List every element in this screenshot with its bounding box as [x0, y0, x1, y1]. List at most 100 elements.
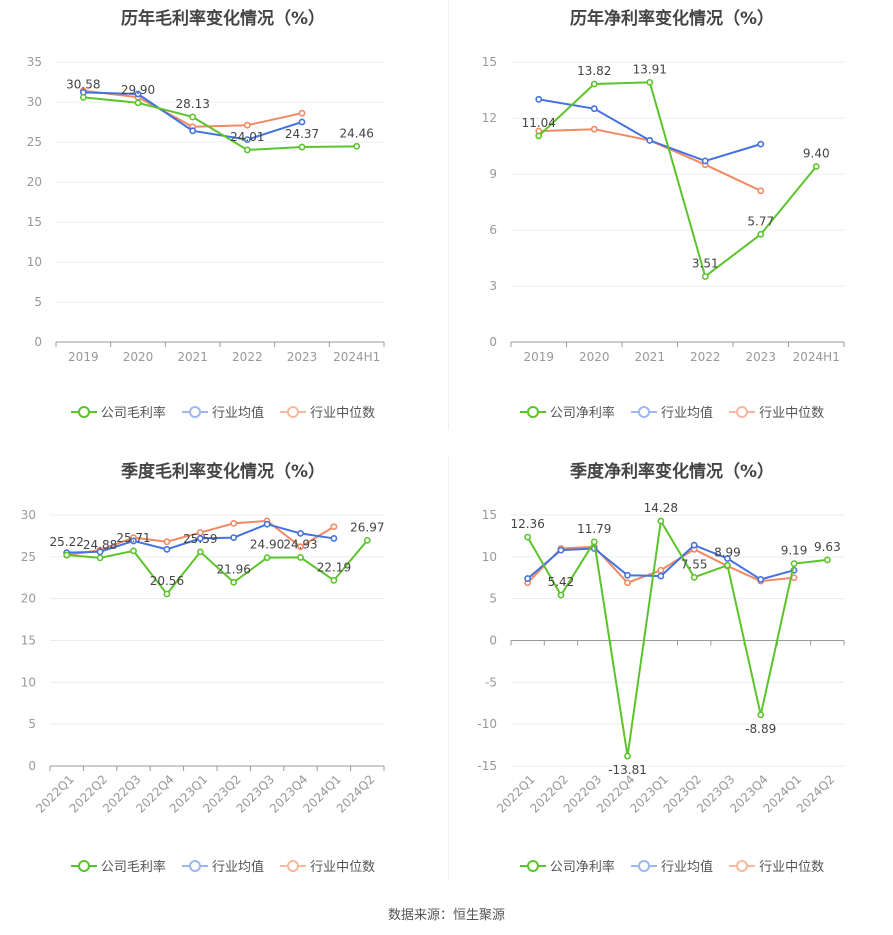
legend-industry-avg-icon [181, 859, 208, 872]
data-label: 24.93 [283, 537, 317, 551]
vertical-divider-top [448, 0, 449, 430]
data-point-industry_median [590, 125, 598, 133]
series-line-company [66, 539, 369, 596]
x-tick-label: 2022 [232, 350, 263, 364]
data-point-company [624, 752, 631, 760]
x-tick-label: 2020 [579, 350, 610, 364]
legend-label: 行业均值 [211, 406, 264, 421]
y-tick-label: 30 [27, 95, 42, 109]
legend-industry-median[interactable]: 行业中位数 [280, 856, 375, 875]
y-tick-label: 20 [21, 592, 36, 606]
annual-net-margin-chart: 0 3 6 9 12 15 2019 2020 2021 2022 2023 2024H1 11.04 1… [482, 55, 845, 364]
data-label: 29.90 [121, 83, 155, 97]
legend-company-icon [519, 405, 546, 418]
legend-label: 公司毛利率 [100, 406, 166, 421]
y-tick-label: 20 [27, 175, 42, 189]
data-label: 26.97 [350, 520, 384, 534]
data-label: 7.55 [681, 557, 708, 571]
chart-title: 历年毛利率变化情况（%） [120, 9, 326, 29]
data-label: 5.42 [548, 575, 575, 589]
data-label: 11.79 [577, 522, 611, 536]
data-point-company [363, 536, 371, 544]
data-point-industry_avg [690, 541, 698, 549]
data-label: 5.77 [747, 214, 774, 228]
legend-industry-median-icon [280, 859, 307, 872]
x-tick-label: 2022 [690, 350, 721, 364]
legend-label: 行业中位数 [759, 406, 825, 421]
legend-label: 行业中位数 [310, 860, 376, 875]
quarter-gross-margin-chart: 0510152025302022Q12022Q22022Q32022Q42023… [21, 508, 385, 816]
quarter-net-margin-chart: -15-10-50510152022Q12022Q22022Q32022Q420… [477, 501, 845, 816]
y-tick-label: 15 [21, 634, 36, 648]
data-point-company [812, 163, 820, 170]
legend-industry-avg-icon [630, 405, 657, 418]
chart-title: 季度净利率变化情况（%） [569, 462, 775, 482]
x-tick-label: 2023 [287, 350, 318, 364]
data-point-industry_avg [298, 118, 306, 126]
x-tick-label: 2023 [745, 350, 776, 364]
data-point-industry_median [657, 566, 665, 574]
data-point-company [79, 93, 87, 101]
data-point-industry_avg [724, 555, 731, 562]
legend-company-icon [519, 859, 546, 872]
data-point-company [557, 591, 565, 599]
x-tick-label: 2020 [123, 350, 154, 364]
y-tick-label: 10 [482, 550, 497, 564]
data-point-industry_avg [96, 548, 104, 556]
chart-legend: 公司净利率 行业均值 行业中位数 [449, 402, 893, 422]
chart-legend: 公司毛利率 行业均值 行业中位数 [0, 402, 446, 422]
series-line-company [538, 81, 818, 279]
y-tick-label: 15 [482, 55, 497, 69]
data-point-company [646, 78, 654, 86]
data-point-company [189, 113, 197, 121]
legend-industry-avg[interactable]: 行业均值 [630, 402, 713, 421]
data-point-company [524, 533, 532, 541]
data-point-industry_avg [196, 535, 204, 542]
legend-industry-median[interactable]: 行业中位数 [280, 402, 375, 421]
chart-panel-annual-gross: 历年毛利率变化情况（%） 0 5 10 15 20 25 30 35 2019 2020 2021 2… [0, 0, 446, 440]
data-point-industry_median [757, 187, 765, 195]
legend-company[interactable]: 公司毛利率 [70, 856, 166, 875]
data-label: 11.04 [522, 116, 556, 130]
legend-industry-median[interactable]: 行业中位数 [729, 856, 824, 875]
legend-label: 行业均值 [660, 406, 713, 421]
chart-title: 季度毛利率变化情况（%） [120, 462, 326, 482]
x-tick-label: 2021 [634, 350, 665, 364]
data-point-company [96, 554, 104, 562]
legend-company[interactable]: 公司净利率 [519, 856, 615, 875]
legend-company-icon [70, 405, 97, 418]
data-label: 22.19 [317, 560, 351, 574]
data-label: -13.81 [608, 763, 647, 777]
data-label: 13.82 [577, 64, 611, 78]
data-point-company [535, 132, 543, 140]
chart-legend: 公司毛利率 行业均值 行业中位数 [0, 856, 446, 876]
data-point-industry_avg [624, 571, 631, 579]
legend-industry-avg[interactable]: 行业均值 [181, 856, 264, 875]
annual-gross-margin-chart: 0 5 10 15 20 25 30 35 2019 2020 2021 2022 2023 2024H1… [27, 55, 385, 364]
data-point-company [757, 230, 765, 238]
legend-industry-avg[interactable]: 行业均值 [630, 856, 713, 875]
legend-company[interactable]: 公司毛利率 [70, 402, 166, 421]
x-tick-label: 2024H1 [333, 350, 380, 364]
legend-company[interactable]: 公司净利率 [519, 402, 615, 421]
data-point-industry_avg [134, 90, 142, 98]
legend-industry-median[interactable]: 行业中位数 [729, 402, 824, 421]
data-label: 20.56 [150, 574, 184, 588]
data-point-industry_avg [701, 157, 709, 165]
data-point-industry_avg [243, 136, 251, 143]
y-tick-label: 35 [27, 55, 42, 69]
data-label: -8.89 [745, 722, 776, 736]
data-label: 25.59 [183, 532, 217, 546]
legend-industry-avg[interactable]: 行业均值 [181, 402, 264, 421]
data-point-company [724, 561, 731, 569]
vertical-divider-bottom [448, 455, 449, 880]
data-point-company [790, 560, 798, 568]
data-point-company [263, 554, 271, 562]
chart-legend: 公司净利率 行业均值 行业中位数 [449, 856, 893, 876]
data-label: 24.37 [285, 127, 319, 141]
y-tick-label: 15 [482, 508, 497, 522]
data-label: 9.19 [781, 544, 808, 558]
data-label: 12.36 [510, 517, 544, 531]
legend-industry-avg-icon [630, 859, 657, 872]
data-point-industry_median [330, 523, 338, 531]
